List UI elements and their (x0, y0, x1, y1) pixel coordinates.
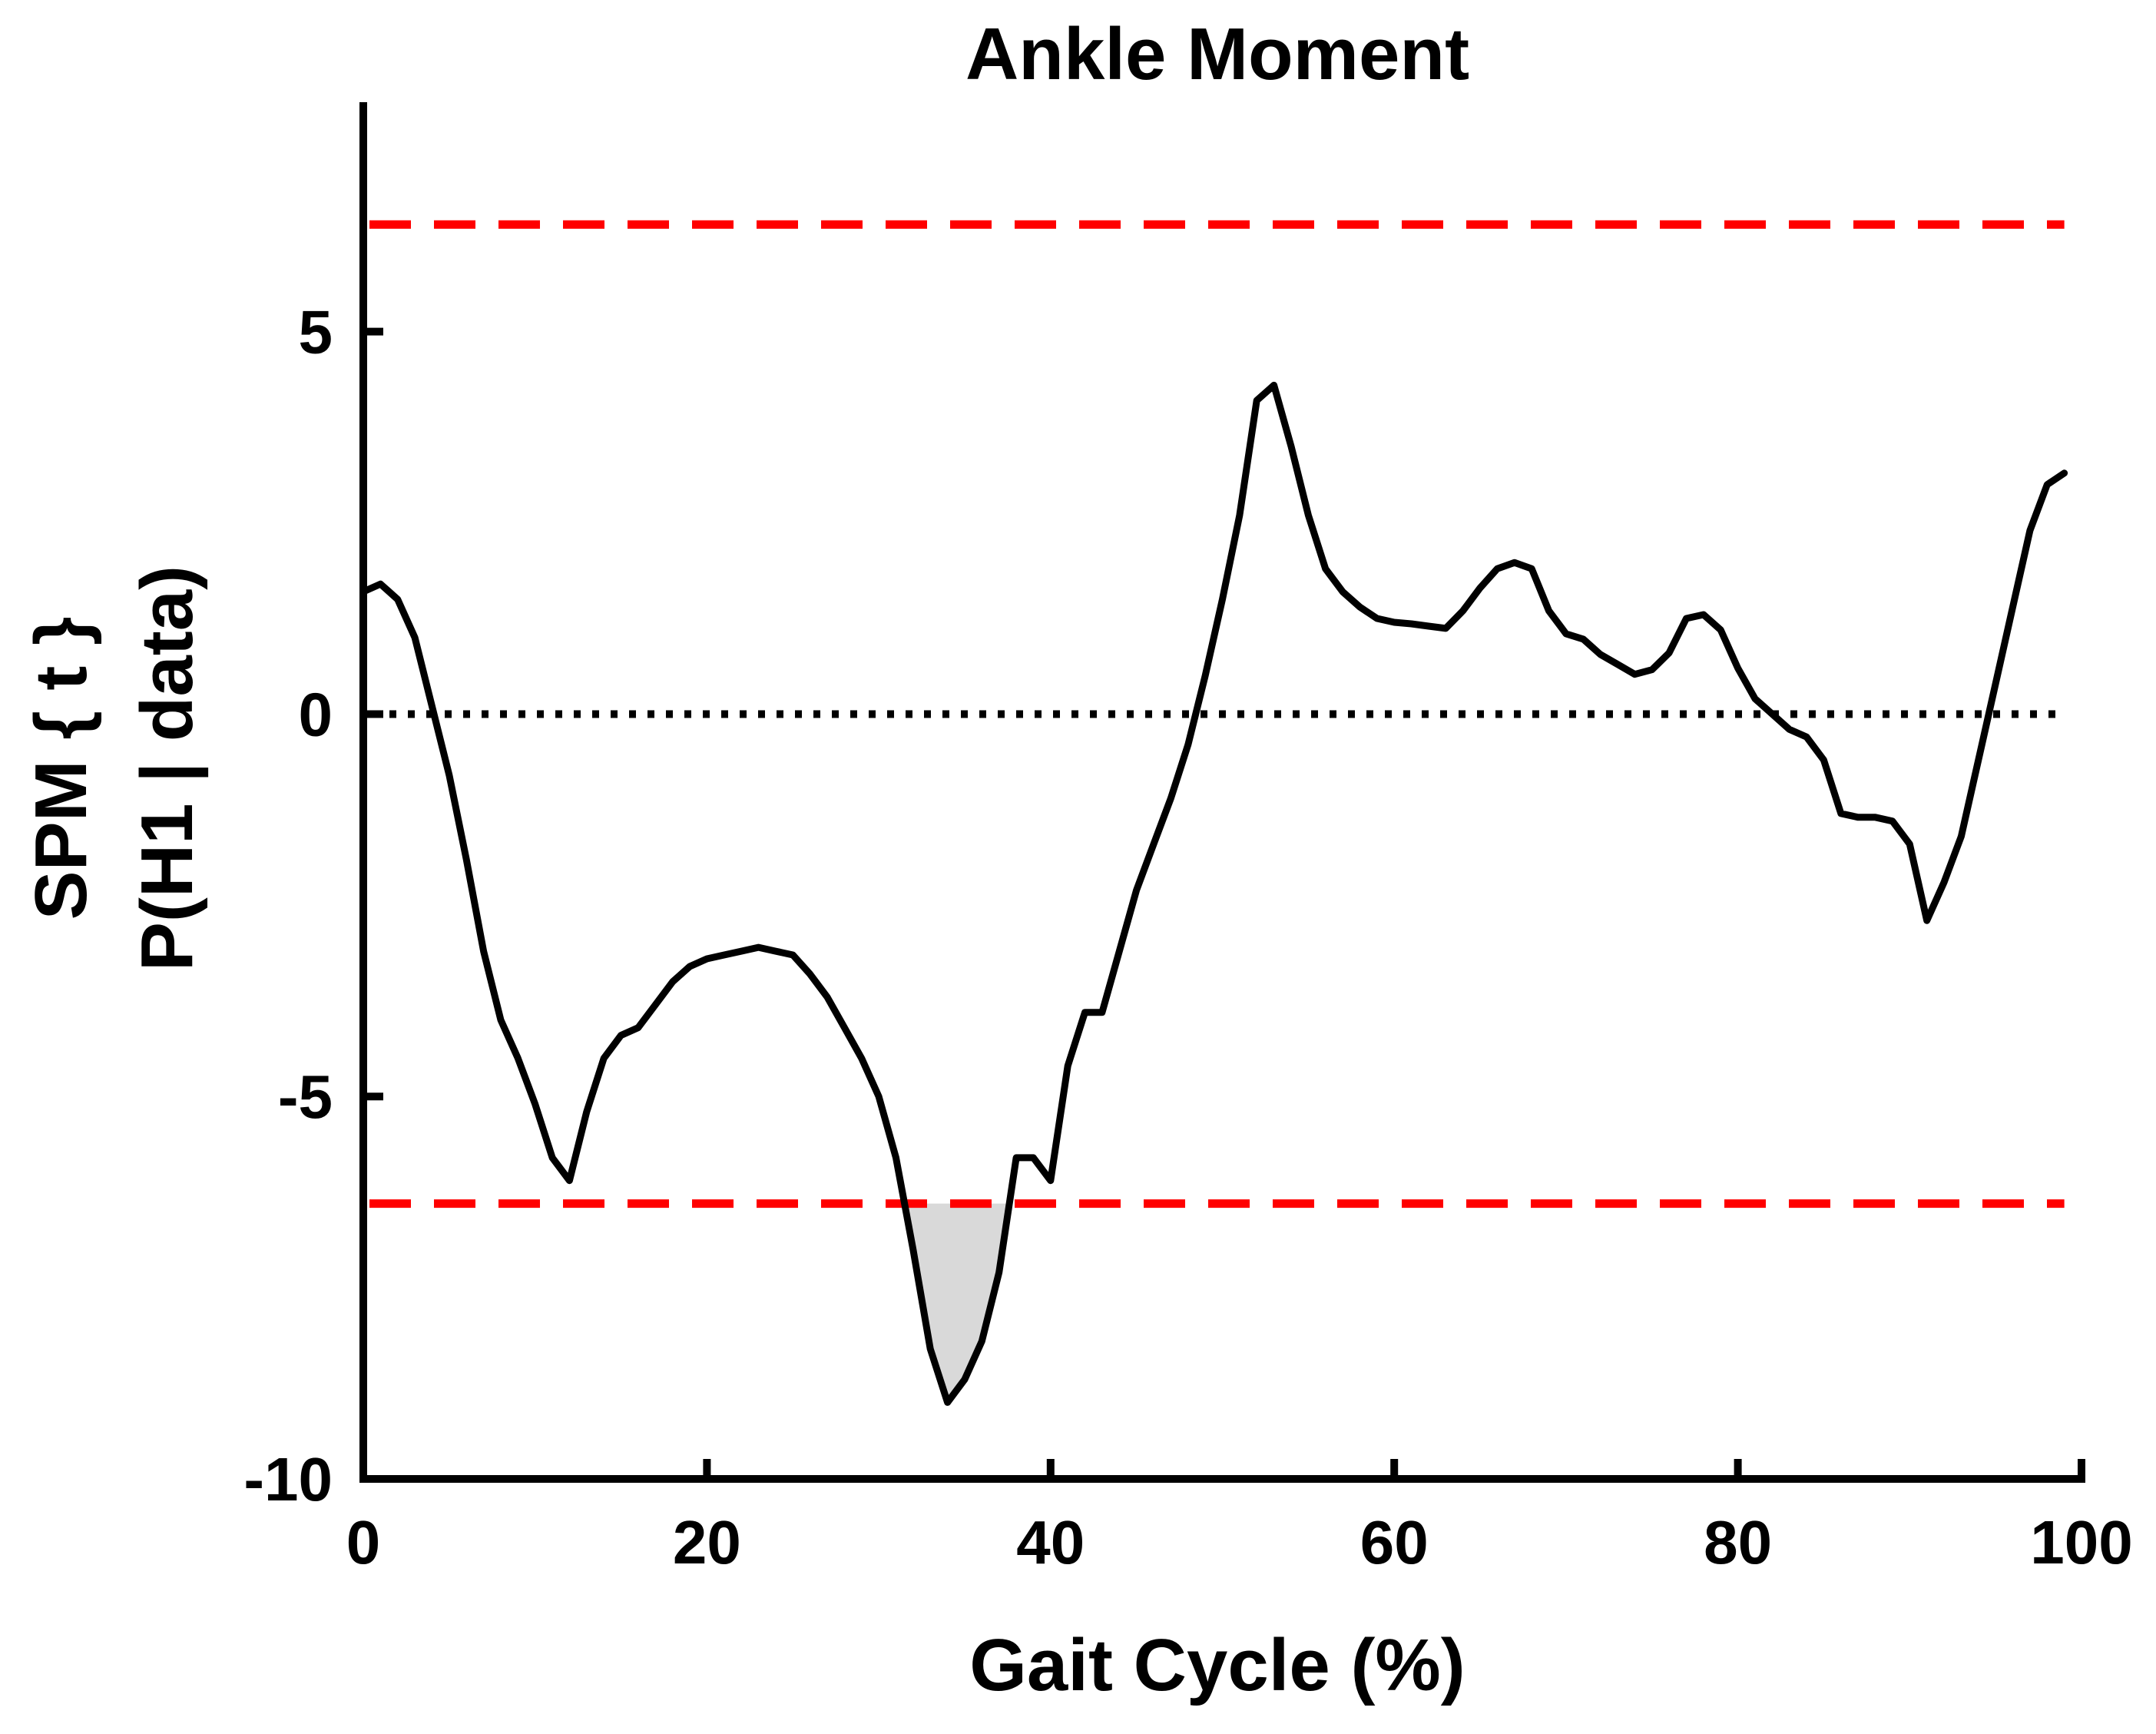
chart-title: Ankle Moment (965, 13, 1469, 95)
x-tick-label: 40 (1016, 1508, 1085, 1577)
y-axis-label-line-1: SPM { t } (20, 617, 102, 920)
supra-threshold-cluster (904, 1203, 1010, 1403)
plot-area (359, 220, 2068, 1406)
x-tick-label: 20 (673, 1508, 741, 1577)
x-ticks: 0 20 40 60 80 100 (346, 1459, 2133, 1577)
y-tick-label: 0 (299, 680, 333, 748)
y-axis-label-line-2: P(H1 | data) (126, 565, 209, 971)
x-tick-label: 80 (1704, 1508, 1772, 1577)
x-tick-label: 100 (2030, 1508, 2132, 1577)
y-axis: -10 -5 0 5 (243, 102, 383, 1514)
y-tick-label: -5 (278, 1063, 333, 1131)
x-tick-label: 60 (1360, 1508, 1429, 1577)
x-axis: 0 20 40 60 80 100 (346, 1459, 2133, 1577)
x-tick-label: 0 (346, 1508, 381, 1577)
y-tick-label: 5 (299, 298, 333, 366)
spm-curve (359, 381, 2068, 1406)
y-ticks: -10 -5 0 5 (243, 298, 383, 1514)
x-axis-label: Gait Cycle (%) (969, 1624, 1465, 1706)
y-tick-label: -10 (243, 1445, 333, 1514)
